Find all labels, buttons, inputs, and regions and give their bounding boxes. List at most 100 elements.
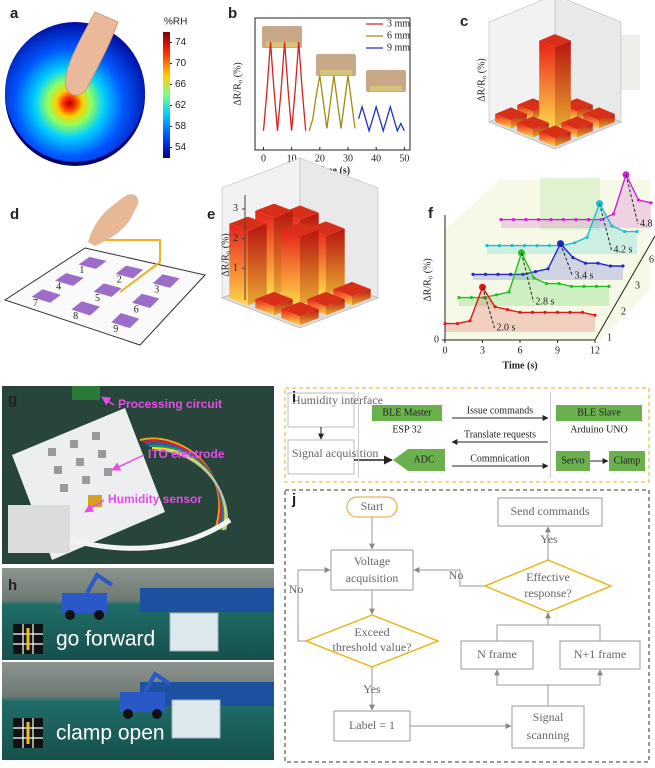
data-point: [574, 218, 578, 222]
processing-board: [72, 386, 100, 400]
series-label: 3: [635, 280, 640, 291]
data-point: [636, 198, 641, 202]
bar-right-face: [326, 228, 345, 296]
plot-frame: [254, 17, 411, 151]
block-label: Servo: [561, 455, 584, 466]
series-area: [487, 203, 637, 254]
data-point: [596, 261, 600, 265]
bar-left-face: [517, 104, 533, 120]
sensor-pad: [93, 283, 122, 297]
data-point: [572, 241, 577, 245]
photo-label: Processing circuit: [118, 397, 222, 411]
colorbar-tick-label: 62: [175, 100, 187, 111]
data-point: [499, 218, 503, 222]
flow-text: Exceed: [354, 625, 389, 639]
block-label: BLE Master: [382, 407, 432, 418]
annotation-leader: [521, 252, 534, 303]
annotation: 3.4 s: [575, 270, 594, 281]
data-point: [621, 264, 625, 268]
depth-axis: [594, 235, 655, 341]
colorbar-title: %RH: [164, 17, 187, 28]
data-point: [546, 267, 550, 271]
bar-top-face: [255, 203, 293, 218]
flow-text: response?: [524, 586, 571, 600]
flow-text: Signal: [533, 710, 564, 724]
flow-node: [330, 549, 414, 591]
data-point: [511, 218, 516, 222]
x-tick-label: 9: [555, 345, 560, 356]
data-point: [557, 282, 561, 286]
sensor-pad: [111, 313, 140, 329]
panel-label: g: [8, 391, 17, 408]
bar-top-face: [255, 291, 293, 307]
data-point: [649, 201, 653, 205]
sensor-pad: [115, 265, 144, 279]
x-tick-label: 6: [518, 345, 523, 356]
sensor-pad: [71, 301, 101, 316]
bar-right-face: [533, 122, 549, 138]
data-point: [586, 218, 591, 222]
flow-text: No: [289, 582, 304, 596]
panel-label: c: [460, 13, 468, 30]
frame: [284, 489, 650, 763]
callout-arrow: [101, 396, 115, 406]
data-point: [571, 256, 575, 260]
bar-top-face: [539, 34, 571, 48]
data-point: [505, 308, 510, 312]
panel-label: b: [228, 5, 237, 22]
box: [169, 612, 219, 652]
divider: [358, 392, 359, 478]
bar: [539, 34, 571, 129]
bar-top-face: [539, 125, 571, 139]
link-label: Issue commands: [467, 405, 533, 416]
annotation: 4.8 s: [640, 218, 655, 229]
bar-left-face: [539, 131, 555, 147]
bar-right-face: [599, 113, 615, 129]
bar-left-face: [333, 289, 352, 306]
block-label: BLE Slave: [577, 407, 621, 418]
data-point: [496, 272, 500, 276]
bar-top-face: [517, 116, 549, 130]
y-axis-label: ΔR/R₀ (%): [422, 258, 433, 302]
data-point: [469, 296, 474, 300]
sensor-roll: [8, 505, 70, 553]
box: [171, 699, 221, 739]
wire: [95, 239, 161, 293]
flow-arrow: [496, 612, 551, 641]
data-point: [543, 310, 547, 314]
cabinets: [140, 588, 274, 612]
data-point: [561, 218, 566, 222]
colorbar-tick-label: 54: [175, 142, 187, 153]
wheel: [123, 709, 133, 719]
flow-text: N frame: [477, 647, 517, 661]
pad-label: 5: [95, 293, 100, 304]
data-point: [482, 296, 486, 300]
panel-label: a: [10, 5, 19, 22]
robot-car: [120, 692, 165, 712]
film-pad: [60, 484, 68, 492]
data-point: [507, 290, 511, 294]
bar-right-face: [577, 104, 593, 120]
colorbar-tick-label: 66: [175, 79, 187, 90]
bar-left-face: [495, 113, 511, 129]
block-label: Signal acquisition: [292, 446, 378, 460]
link-label: Commnication: [470, 453, 529, 464]
data-point: [443, 322, 447, 326]
adc-block: [393, 449, 445, 471]
decision-node: [303, 614, 441, 668]
wheel: [152, 709, 162, 719]
data-point: [582, 284, 586, 288]
pad-label: 6: [134, 304, 139, 315]
block-label: Arduino UNO: [570, 424, 628, 435]
decision-node: [483, 559, 613, 613]
flow-text: No: [449, 568, 464, 582]
annotation: 2.0 s: [497, 322, 516, 333]
block: [609, 451, 645, 471]
data-point: [533, 270, 538, 274]
sensor-pad: [55, 273, 84, 286]
photo-label: Humidity sensor: [108, 492, 202, 506]
bar-top-face: [281, 222, 319, 237]
bar: [495, 107, 527, 129]
x-tick-label: 20: [315, 153, 325, 164]
